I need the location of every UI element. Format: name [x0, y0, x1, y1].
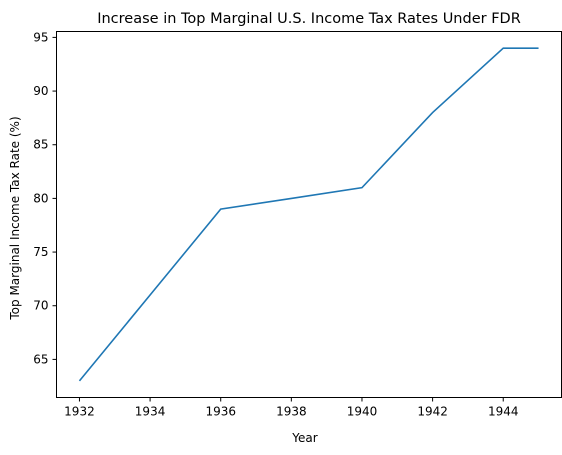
- x-axis: 1932 1934 1936 1938 1940 1942 1944: [64, 397, 519, 419]
- x-tick-label: 1934: [135, 405, 166, 419]
- y-axis-label: Top Marginal Income Tax Rate (%): [8, 116, 22, 320]
- x-tick-label: 1942: [417, 405, 448, 419]
- x-tick-label: 1938: [276, 405, 307, 419]
- y-tick-label: 80: [33, 191, 48, 205]
- y-tick-label: 65: [33, 352, 48, 366]
- chart-title: Increase in Top Marginal U.S. Income Tax…: [97, 11, 521, 27]
- x-tick-label: 1944: [488, 405, 519, 419]
- y-tick-label: 90: [33, 84, 48, 98]
- plot-frame: [56, 31, 562, 398]
- y-tick-label: 70: [33, 299, 48, 313]
- plot-area: [78, 47, 539, 382]
- x-tick-label: 1940: [347, 405, 378, 419]
- y-tick-label: 95: [33, 30, 48, 44]
- series-line-tax-rate: [78, 47, 539, 382]
- x-tick-label: 1932: [64, 405, 95, 419]
- x-tick-label: 1936: [205, 405, 236, 419]
- x-axis-label: Year: [291, 431, 317, 445]
- y-tick-label: 85: [33, 138, 48, 152]
- y-tick-label: 75: [33, 245, 48, 259]
- y-axis: 65 70 75 80 85 90 95: [33, 30, 57, 366]
